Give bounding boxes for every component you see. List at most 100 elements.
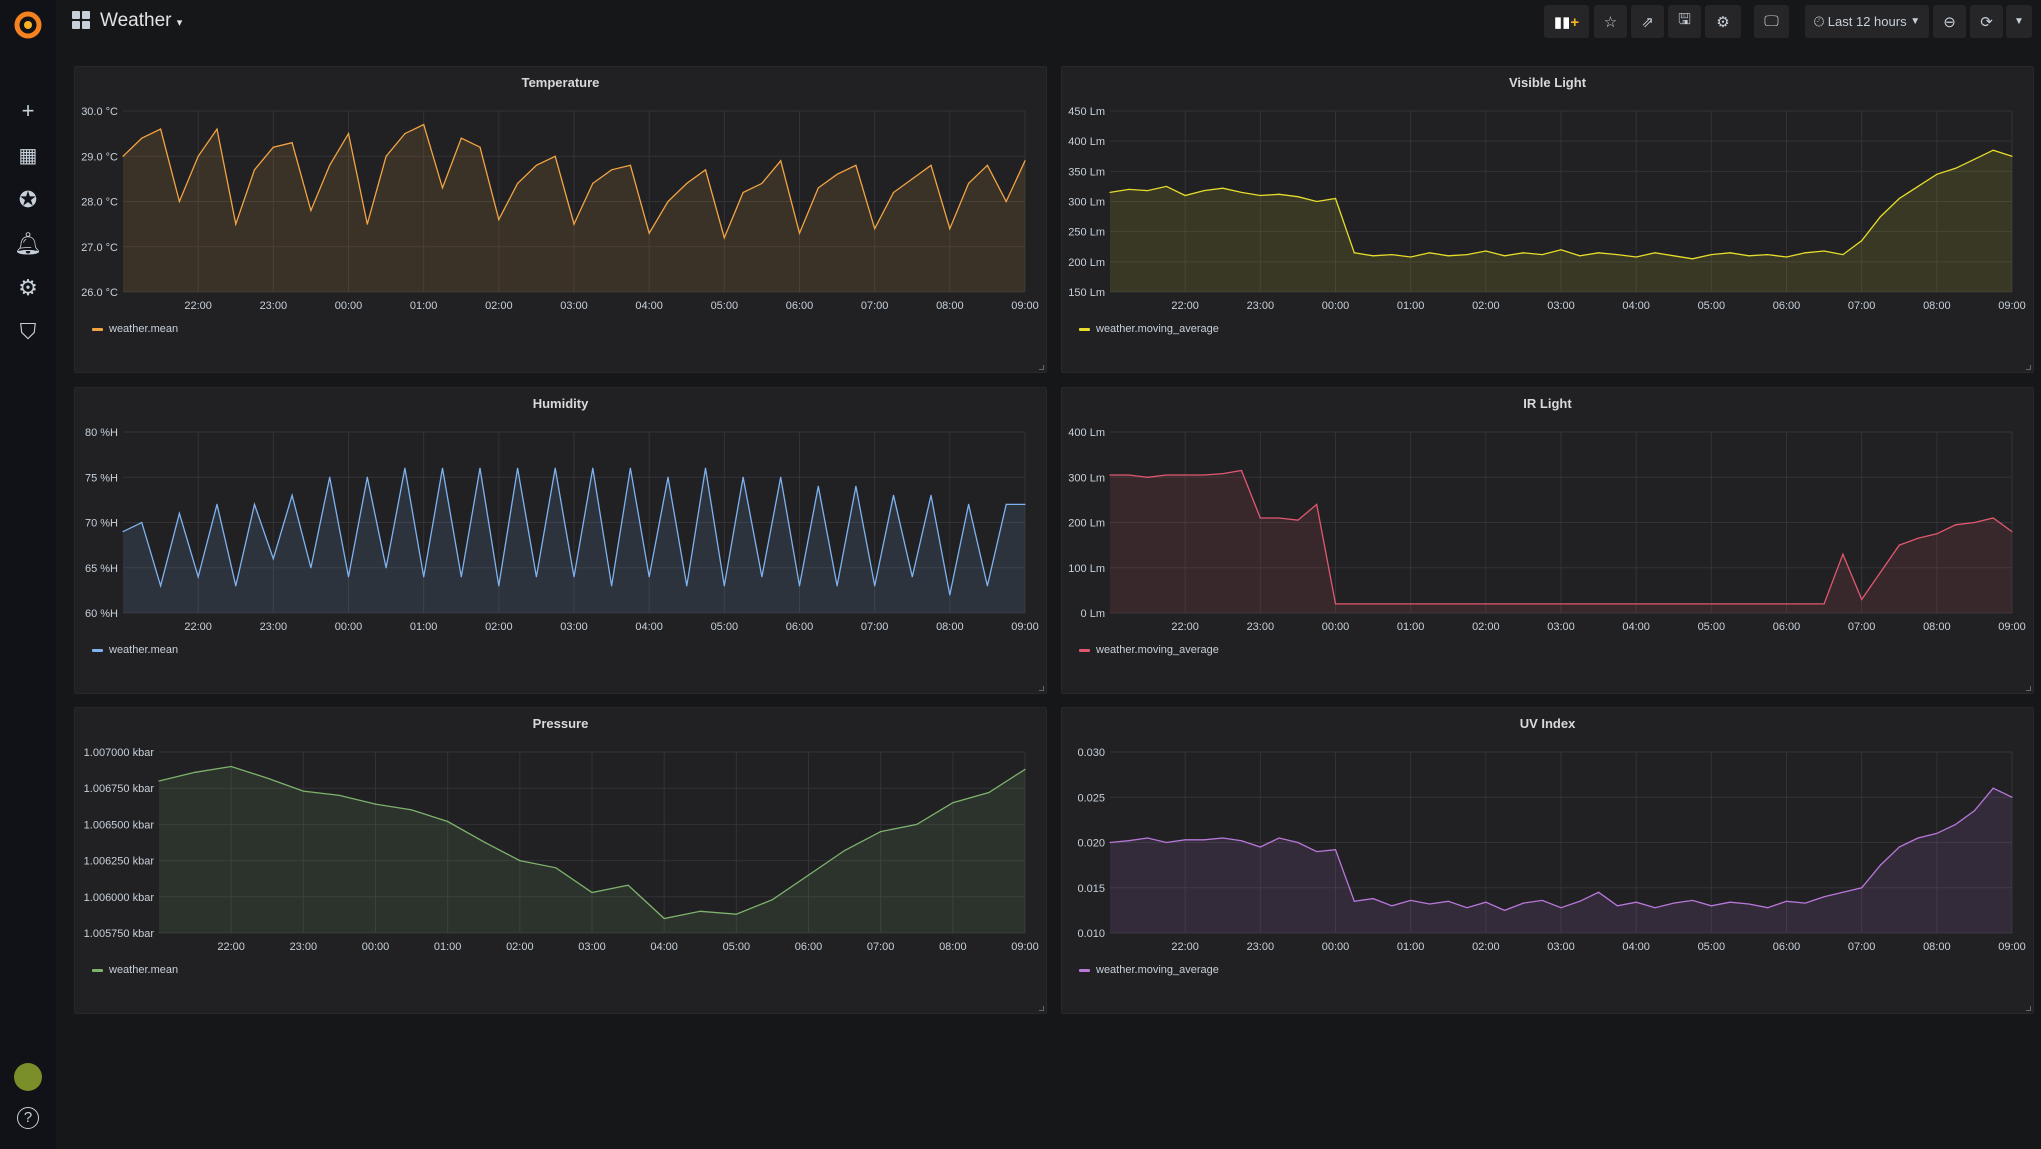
help-icon[interactable]: ?: [17, 1107, 39, 1129]
data-point: [347, 576, 350, 578]
x-tick-label: 23:00: [1247, 300, 1275, 312]
data-point: [629, 467, 631, 469]
graph[interactable]: 400 Lm 300 Lm 200 Lm 100 Lm 0 Lm 22:00 23:00 00…: [1062, 388, 2035, 695]
legend-item[interactable]: weather.moving_average: [1079, 644, 1219, 656]
data-point: [517, 467, 519, 469]
panel-title[interactable]: Visible Light: [1508, 75, 1587, 90]
x-tick-label: 04:00: [1622, 300, 1650, 312]
y-tick-label: 100 Lm: [1068, 563, 1105, 575]
dashboards-icon[interactable]: ▦: [18, 145, 38, 167]
data-point: [410, 809, 413, 811]
data-point: [1428, 903, 1431, 905]
data-point: [385, 155, 387, 157]
x-tick-label: 09:00: [1011, 621, 1039, 633]
data-point: [591, 891, 593, 894]
legend-item[interactable]: weather.mean: [92, 964, 178, 976]
gear-icon[interactable]: ⚙: [18, 275, 38, 300]
data-point: [347, 133, 350, 135]
plus-icon[interactable]: +: [21, 98, 35, 123]
data-point: [1861, 240, 1863, 242]
compass-icon[interactable]: ✪: [18, 187, 38, 212]
data-point: [699, 910, 701, 912]
data-point: [874, 228, 876, 230]
graph[interactable]: 1.007000 kbar 1.006750 kbar 1.006500 kbar 1…: [75, 708, 1048, 1015]
y-tick-label: 400 Lm: [1068, 427, 1105, 439]
tv-mode-button[interactable]: 🖵: [1754, 5, 1789, 38]
data-point: [1917, 185, 1919, 188]
data-point: [272, 146, 274, 148]
y-tick-label: 27.0 °C: [81, 242, 118, 254]
save-button[interactable]: 🖫: [1668, 5, 1701, 38]
zoom-out-button[interactable]: ⊖: [1933, 5, 1966, 38]
share-icon: ⇗: [1641, 13, 1654, 31]
shield-icon[interactable]: ⛉: [19, 319, 37, 344]
refresh-interval-dropdown[interactable]: ▼: [2006, 5, 2032, 38]
data-point: [1635, 603, 1637, 605]
x-tick-label: 06:00: [786, 621, 814, 633]
graph[interactable]: 450 Lm 400 Lm 350 Lm 300 Lm 250 Lm 200 Lm 150 …: [1062, 67, 2035, 374]
bell-icon[interactable]: 🔔︎: [14, 231, 42, 256]
x-tick-label: 05:00: [723, 941, 751, 953]
y-tick-label: 1.006750 kbar: [84, 783, 155, 795]
data-point: [291, 494, 293, 496]
x-tick-label: 06:00: [1773, 300, 1801, 312]
data-point: [1316, 503, 1318, 505]
graph[interactable]: 30.0 °C 29.0 °C 28.0 °C 27.0 °C 26.0 °C 22:00…: [75, 67, 1048, 374]
data-point: [1504, 255, 1506, 257]
x-tick-label: 03:00: [1547, 621, 1575, 633]
graph[interactable]: 0.030 0.025 0.020 0.015 0.010 22:00 23:00 00:00…: [1062, 708, 2035, 1015]
resize-handle[interactable]: [1039, 365, 1044, 370]
time-picker-button[interactable]: 🕘︎ Last 12 hours ▼: [1805, 5, 1929, 38]
star-button[interactable]: ☆: [1594, 5, 1627, 38]
data-point: [1259, 194, 1261, 197]
resize-handle[interactable]: [2026, 365, 2031, 370]
data-point: [1522, 603, 1525, 605]
panel-title[interactable]: Pressure: [532, 716, 589, 731]
y-tick-label: 30.0 °C: [81, 106, 118, 118]
resize-handle[interactable]: [2026, 686, 2031, 691]
data-point: [404, 133, 406, 135]
avatar[interactable]: [14, 1063, 42, 1091]
settings-button[interactable]: ⚙: [1705, 5, 1741, 38]
refresh-button[interactable]: ⟳: [1970, 5, 2003, 38]
legend-item[interactable]: weather.mean: [92, 644, 178, 656]
legend-item[interactable]: weather.moving_average: [1079, 323, 1219, 335]
data-point: [1579, 255, 1581, 257]
data-point: [479, 467, 481, 469]
data-point: [1259, 846, 1261, 848]
x-tick-label: 02:00: [1472, 300, 1500, 312]
data-point: [1184, 194, 1186, 197]
data-point: [338, 794, 341, 797]
panel-title[interactable]: IR Light: [1523, 396, 1572, 411]
grafana-logo-icon[interactable]: [10, 6, 46, 42]
legend-item[interactable]: weather.mean: [92, 323, 178, 335]
x-tick-label: 05:00: [711, 300, 739, 312]
panel-title[interactable]: Temperature: [521, 75, 600, 90]
graph[interactable]: 80 %H 75 %H 70 %H 65 %H 60 %H 22:00 23:00 00:00…: [75, 388, 1048, 695]
resize-handle[interactable]: [2026, 1006, 2031, 1011]
y-tick-label: 0.025: [1077, 792, 1105, 804]
data-point: [194, 771, 196, 773]
legend-label: weather.moving_average: [1096, 644, 1219, 656]
data-point: [1334, 849, 1337, 851]
data-point: [1823, 603, 1825, 605]
data-point: [404, 467, 406, 469]
panel-title[interactable]: UV Index: [1519, 716, 1576, 731]
x-tick-label: 22:00: [1171, 300, 1199, 312]
add-panel-button[interactable]: ▮▮+: [1544, 5, 1589, 38]
share-button[interactable]: ⇗: [1631, 5, 1664, 38]
data-point: [1297, 841, 1299, 844]
data-point: [1024, 768, 1026, 770]
resize-handle[interactable]: [1039, 1006, 1044, 1011]
data-point: [1410, 256, 1412, 258]
data-point: [122, 155, 124, 157]
dashboard-title[interactable]: Weather ▾: [100, 10, 183, 31]
legend-label: weather.moving_average: [1096, 323, 1219, 335]
x-tick-label: 01:00: [1397, 621, 1425, 633]
data-point: [1767, 253, 1769, 256]
data-point: [1391, 905, 1393, 907]
panel-title[interactable]: Humidity: [532, 396, 589, 411]
legend-item[interactable]: weather.moving_average: [1079, 964, 1219, 976]
data-point: [1024, 160, 1026, 162]
resize-handle[interactable]: [1039, 686, 1044, 691]
